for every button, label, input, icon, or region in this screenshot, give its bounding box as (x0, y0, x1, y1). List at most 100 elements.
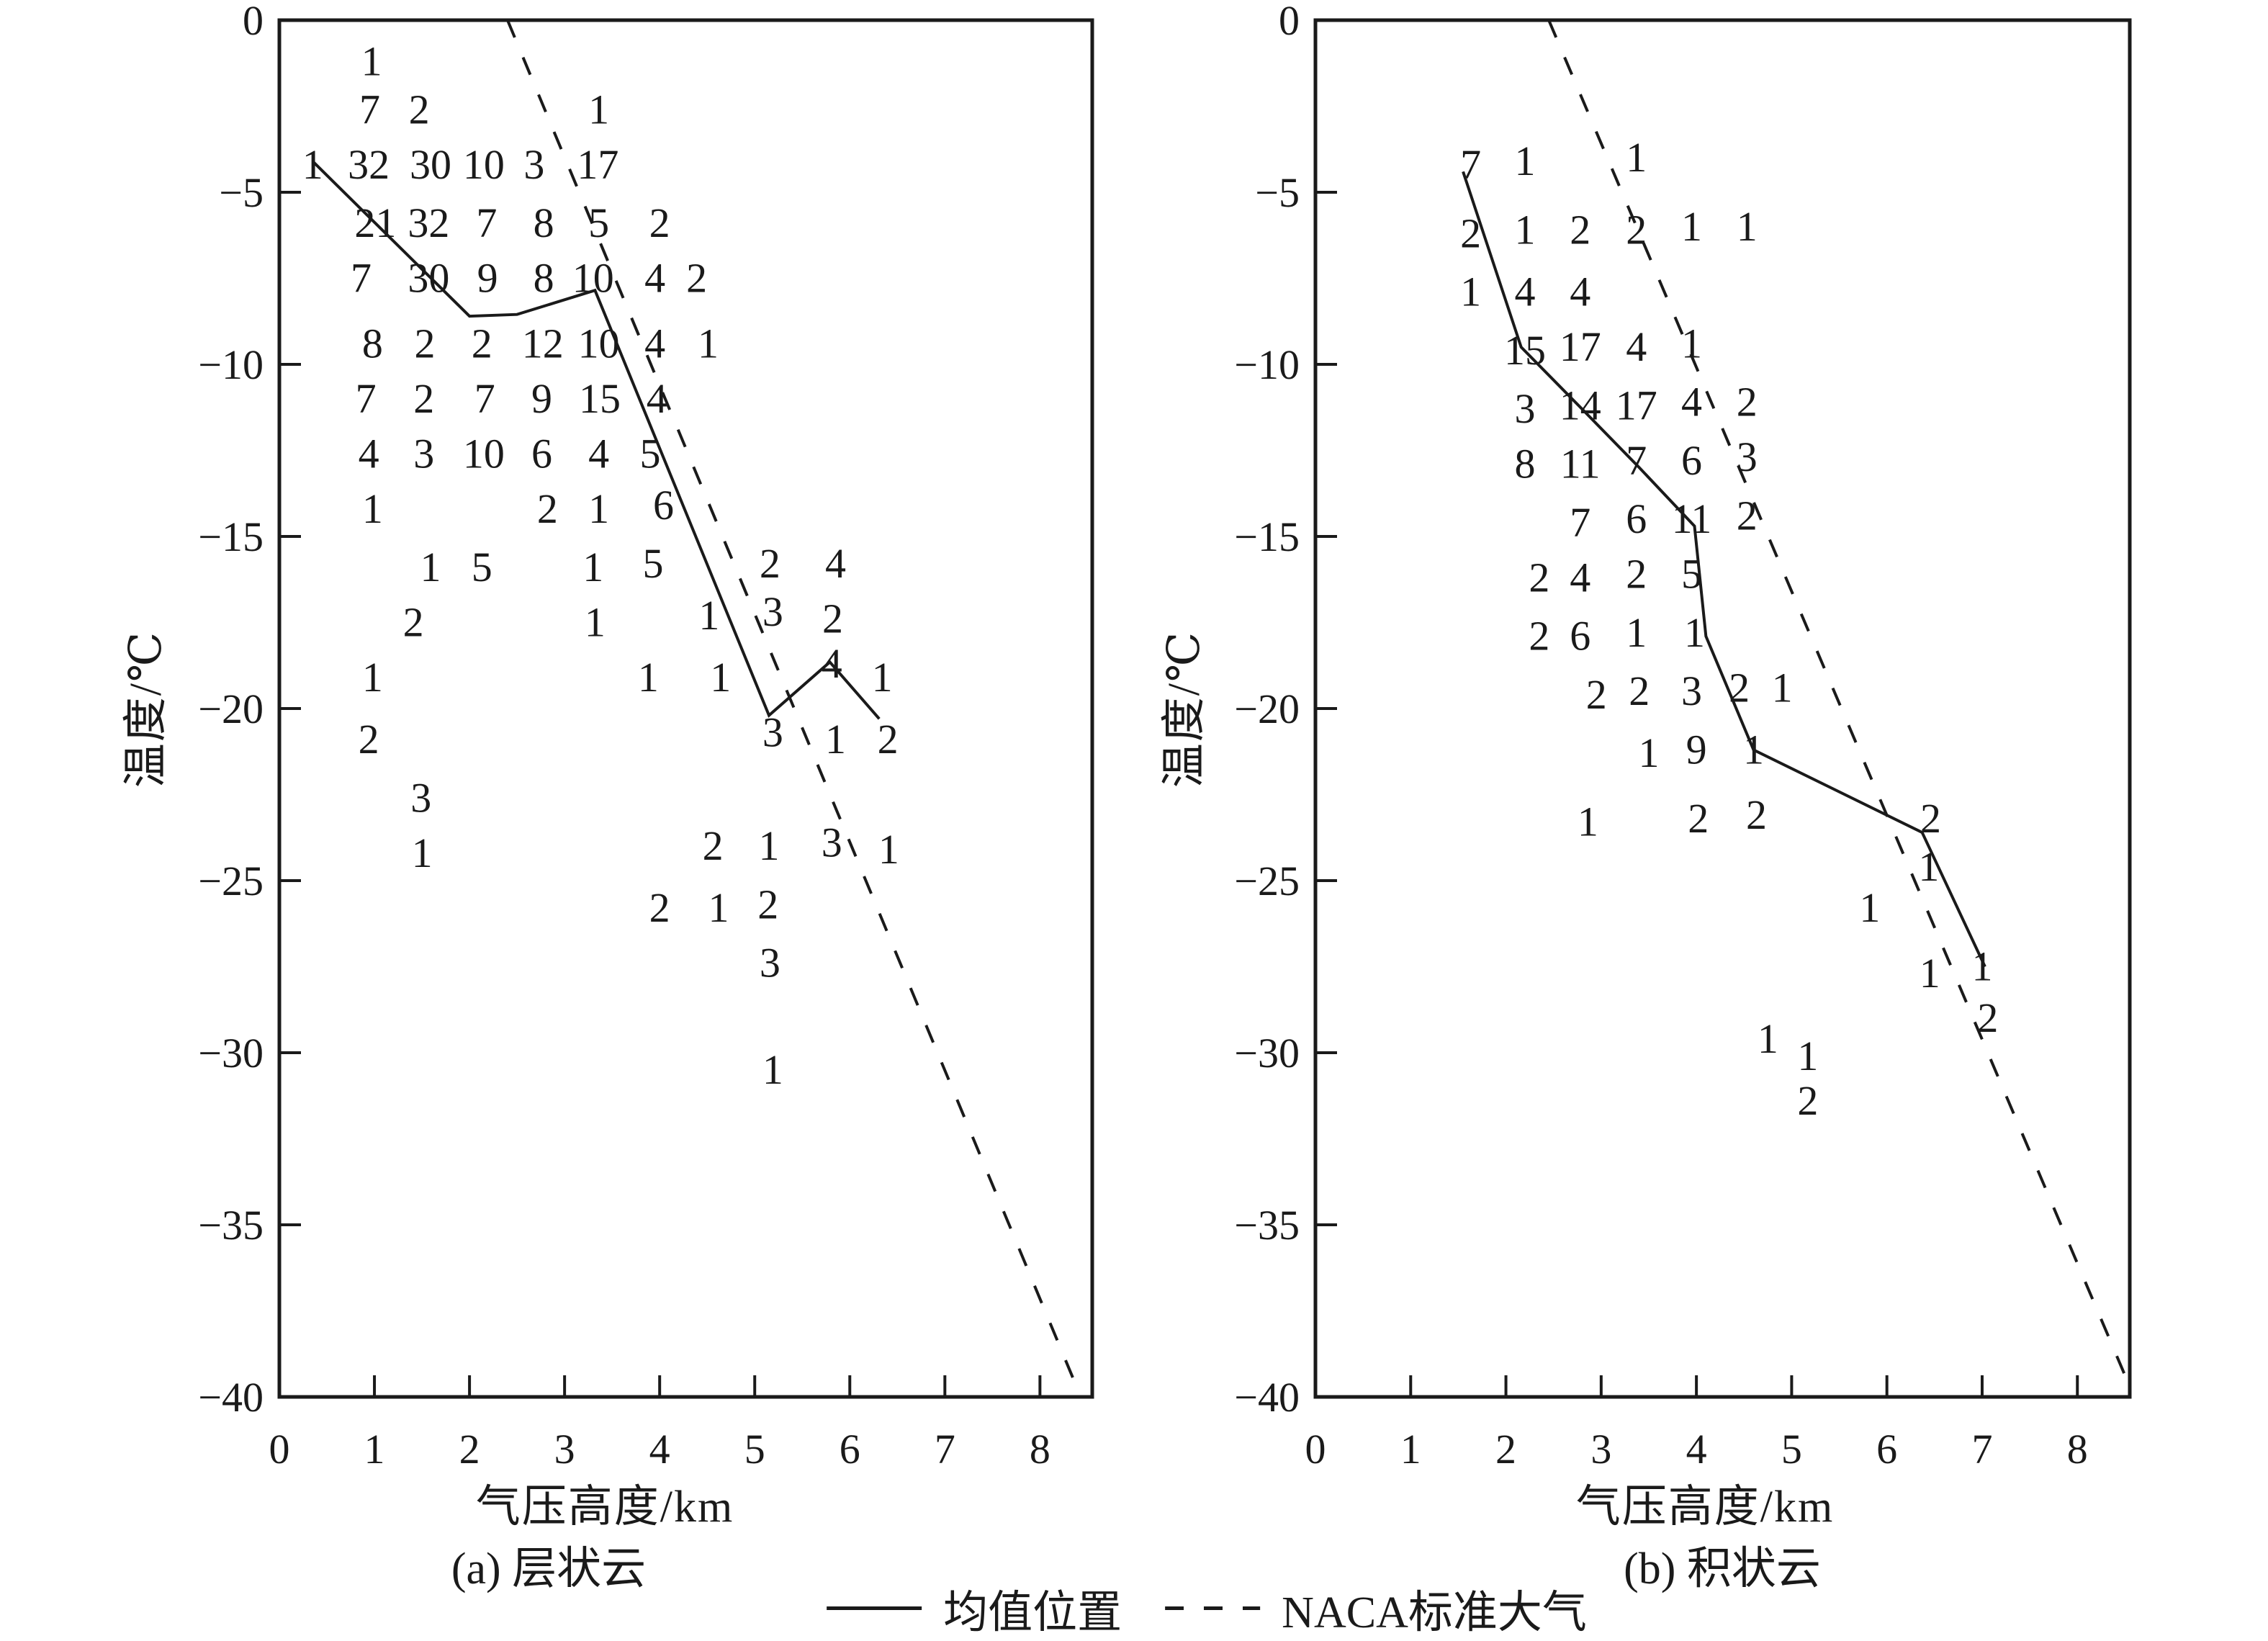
count-label: 17 (1616, 382, 1657, 428)
count-label: 2 (649, 199, 670, 246)
panel-b-caption: (b) 积状云 (1624, 1545, 1821, 1593)
y-tick-label: −5 (1255, 169, 1300, 216)
count-label: 3 (523, 141, 544, 188)
count-label: 1 (585, 599, 606, 646)
count-label: 1 (708, 884, 729, 931)
y-tick-label: −10 (198, 341, 264, 388)
panel-b-plot-box (1313, 18, 2132, 1399)
count-label: 6 (653, 482, 674, 529)
count-label: 3 (762, 588, 783, 635)
count-label: 15 (579, 375, 621, 422)
count-label: 5 (642, 540, 663, 587)
count-label: 3 (822, 819, 842, 866)
count-label: 6 (531, 430, 552, 477)
count-label: 4 (1570, 269, 1590, 315)
count-label: 2 (686, 255, 707, 302)
count-label: 2 (1737, 379, 1758, 426)
count-label: 1 (759, 822, 780, 869)
y-tick-label: −25 (1234, 858, 1300, 904)
x-tick-label: 0 (1305, 1426, 1326, 1473)
legend-mean-label: 均值位置 (943, 1588, 1122, 1637)
count-label: 2 (649, 884, 670, 931)
count-label: 8 (362, 320, 383, 367)
x-tick-label: 6 (1876, 1426, 1897, 1473)
x-tick-label: 4 (1686, 1426, 1707, 1473)
count-label: 2 (415, 320, 436, 367)
count-label: 1 (1681, 203, 1702, 250)
count-label: 2 (359, 716, 379, 763)
count-label: 32 (348, 141, 390, 188)
count-label: 11 (1672, 495, 1712, 542)
y-tick-label: −35 (198, 1202, 264, 1249)
y-tick-label: −30 (1234, 1030, 1300, 1076)
y-tick-label: −15 (198, 513, 264, 560)
x-tick-label: 3 (1590, 1426, 1611, 1473)
count-label: 3 (1737, 433, 1758, 480)
count-label: 1 (638, 654, 659, 701)
count-label: 1 (588, 86, 609, 132)
count-label: 17 (1560, 323, 1601, 370)
count-label: 6 (1570, 613, 1590, 660)
count-label: 2 (472, 320, 492, 367)
count-label: 4 (647, 375, 667, 422)
y-tick-label: −40 (1234, 1374, 1300, 1421)
count-label: 1 (1626, 609, 1647, 656)
count-label: 3 (1515, 385, 1536, 432)
x-tick-label: 5 (744, 1426, 765, 1473)
count-label: 5 (472, 544, 492, 590)
count-label: 4 (1626, 323, 1647, 370)
count-label: 1 (1859, 884, 1880, 931)
count-label: 7 (359, 86, 380, 132)
count-label: 4 (644, 320, 665, 367)
count-label: 1 (1515, 207, 1536, 253)
count-label: 8 (534, 255, 554, 302)
count-label: 1 (361, 37, 382, 84)
x-tick-label: 7 (935, 1426, 955, 1473)
count-label: 17 (577, 141, 618, 188)
y-tick-label: −5 (219, 169, 264, 216)
count-label: 12 (522, 320, 564, 367)
panel-a-caption: (a) 层状云 (451, 1545, 647, 1593)
count-label: 1 (878, 826, 899, 873)
x-tick-label: 2 (459, 1426, 480, 1473)
count-label: 1 (710, 654, 731, 701)
count-label: 1 (872, 654, 893, 701)
count-label: 7 (356, 375, 377, 422)
count-label: 2 (1797, 1077, 1818, 1124)
count-label: 7 (1626, 437, 1647, 484)
count-label: 1 (1684, 609, 1705, 656)
count-label: 2 (1920, 795, 1941, 842)
count-label: 10 (463, 430, 505, 477)
count-label: 1 (1758, 1015, 1778, 1062)
count-label: 6 (1626, 495, 1647, 542)
count-label: 2 (1626, 551, 1647, 598)
naca-standard-atmosphere-line (1547, 19, 2131, 1388)
count-label: 1 (302, 141, 323, 188)
count-label: 1 (698, 592, 719, 639)
count-label: 3 (1681, 667, 1702, 714)
count-label: 6 (1681, 437, 1702, 484)
count-label: 1 (588, 485, 609, 532)
x-tick-label: 2 (1495, 1426, 1516, 1473)
count-label: 1 (825, 716, 846, 763)
y-tick-label: −15 (1234, 513, 1300, 560)
count-label: 4 (1681, 379, 1702, 426)
count-label: 1 (1920, 950, 1940, 997)
x-tick-label: 7 (1971, 1426, 1992, 1473)
y-tick-label: −35 (1234, 1202, 1300, 1249)
y-tick-label: 0 (243, 0, 264, 44)
count-label: 4 (825, 540, 846, 587)
y-tick-label: −40 (198, 1374, 264, 1421)
y-tick-label: −25 (198, 858, 264, 904)
count-label: 9 (531, 375, 552, 422)
count-label: 7 (1460, 141, 1481, 188)
legend-naca-line-swatch (1165, 1606, 1261, 1610)
count-label: 9 (1686, 726, 1707, 773)
count-label: 2 (1586, 671, 1607, 718)
count-label: 14 (1560, 382, 1601, 428)
count-label: 2 (403, 599, 424, 646)
count-label: 8 (534, 199, 554, 246)
count-label: 11 (1560, 441, 1601, 487)
x-tick-label: 4 (649, 1426, 670, 1473)
